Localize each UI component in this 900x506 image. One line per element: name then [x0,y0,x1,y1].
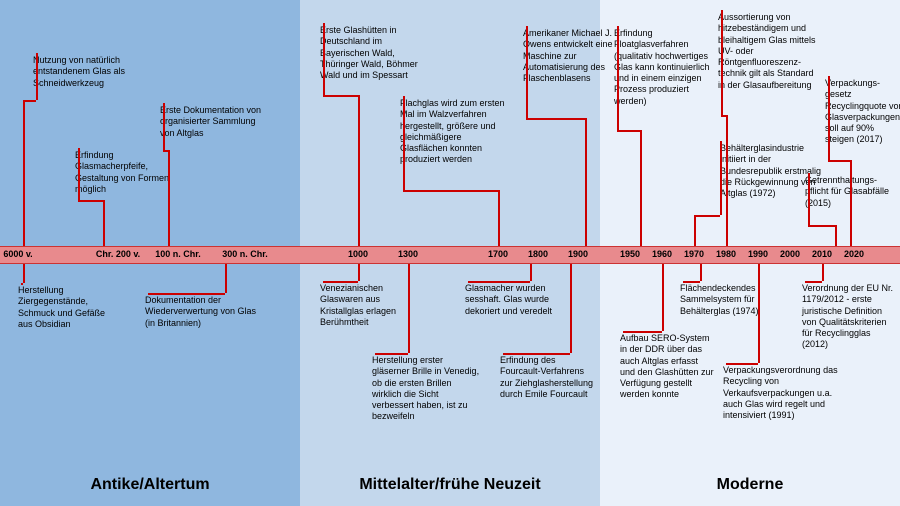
event-e6: Erste Glashütten in Deutschland im Bayer… [320,25,425,81]
axis-tick: 1970 [684,249,704,259]
connector-v [822,264,824,281]
connector-v2 [526,26,528,118]
connector-h [808,225,835,227]
connector-h [726,363,758,365]
connector-v [585,118,587,246]
connector-v2 [808,173,810,225]
axis-tick: Chr. 200 v. [96,249,140,259]
axis-tick: 1960 [652,249,672,259]
event-e9: Flachglas wird zum ersten Mal im Walzver… [400,98,510,166]
era-label-moderne: Moderne [717,476,784,494]
timeline-axis: 6000 v. Chr. 200 v. 100 n. Chr. 300 n. Chr.… [0,246,900,264]
connector-v [103,200,105,246]
connector-v2 [403,96,405,190]
event-e4: Erste Dokumentation von organisierter Sa… [160,105,270,139]
axis-tick: 300 n. Chr. [222,249,268,259]
connector-h [694,215,720,217]
connector-v2 [828,76,830,160]
connector-h [623,331,662,333]
era-label-mittelalter: Mittelalter/frühe Neuzeit [359,476,540,494]
connector-v2 [721,10,723,115]
event-e5: Dokumentation der Wiederverwertung von G… [145,295,265,329]
axis-tick: 2000 [780,249,800,259]
axis-tick: 1990 [748,249,768,259]
connector-h [23,100,36,102]
connector-v2 [617,26,619,130]
event-e18: Verpackungsverordnung das Recycling von … [723,365,843,421]
connector-h [375,353,408,355]
connector-h [683,281,700,283]
axis-tick: 2020 [844,249,864,259]
event-e2: Herstellung Ziergegenstände, Schmuck und… [18,285,118,330]
connector-h [503,353,570,355]
connector-v2 [163,103,165,150]
connector-v [662,264,664,331]
connector-v [168,150,170,246]
connector-h [21,283,23,285]
connector-h [323,95,358,97]
axis-tick: 1950 [620,249,640,259]
connector-v [570,264,572,353]
connector-v [23,100,25,246]
event-e17: Aussortierung von hitzebeständigem und b… [718,12,823,91]
connector-h [323,281,358,283]
event-e21: Verpackungs-gesetz Recyclingquote von Gl… [825,78,900,146]
connector-v2 [36,53,38,100]
axis-tick: 1900 [568,249,588,259]
axis-tick: 100 n. Chr. [155,249,201,259]
connector-v [835,225,837,246]
event-e13: Erfindung Floatglasverfahren (qualitativ… [614,28,719,107]
event-e1: Nutzung von natürlich entstandenem Glas … [33,55,143,89]
connector-v [700,264,702,281]
connector-v [758,264,760,363]
connector-v [498,190,500,246]
connector-h [526,118,585,120]
event-e12: Amerikaner Michael J. Owens entwickelt e… [523,28,613,84]
connector-v [530,264,532,281]
connector-h [403,190,498,192]
connector-v2 [78,148,80,200]
connector-v [726,115,728,246]
event-e11: Erfindung des Fourcault-Verfahrens zur Z… [500,355,595,400]
event-e19: Verordnung der EU Nr. 1179/2012 - erste … [802,283,897,351]
connector-v [850,160,852,246]
connector-v [408,264,410,353]
connector-v2 [323,23,325,95]
connector-v [358,264,360,281]
era-label-antike: Antike/Altertum [90,476,209,494]
event-e14: Aufbau SERO-System in der DDR über das a… [620,333,715,401]
connector-h [148,293,225,295]
connector-h [617,130,640,132]
connector-h [163,150,168,152]
connector-v [694,215,696,246]
connector-v [358,95,360,246]
axis-tick: 1700 [488,249,508,259]
axis-tick: 1980 [716,249,736,259]
connector-h [468,281,530,283]
event-e10: Glasmacher wurden sesshaft. Glas wurde d… [465,283,560,317]
event-e8: Herstellung erster gläserner Brille in V… [372,355,482,423]
connector-h [721,115,726,117]
connector-v [23,264,25,283]
axis-tick: 2010 [812,249,832,259]
connector-h [78,200,103,202]
axis-tick: 1000 [348,249,368,259]
connector-v2 [720,141,722,215]
connector-v [225,264,227,293]
connector-h [805,281,822,283]
axis-tick: 1800 [528,249,548,259]
event-e16: Flächendeckendes Sammelsystem für Behält… [680,283,780,317]
axis-tick: 6000 v. [3,249,32,259]
connector-v [640,130,642,246]
axis-tick: 1300 [398,249,418,259]
connector-h [828,160,850,162]
